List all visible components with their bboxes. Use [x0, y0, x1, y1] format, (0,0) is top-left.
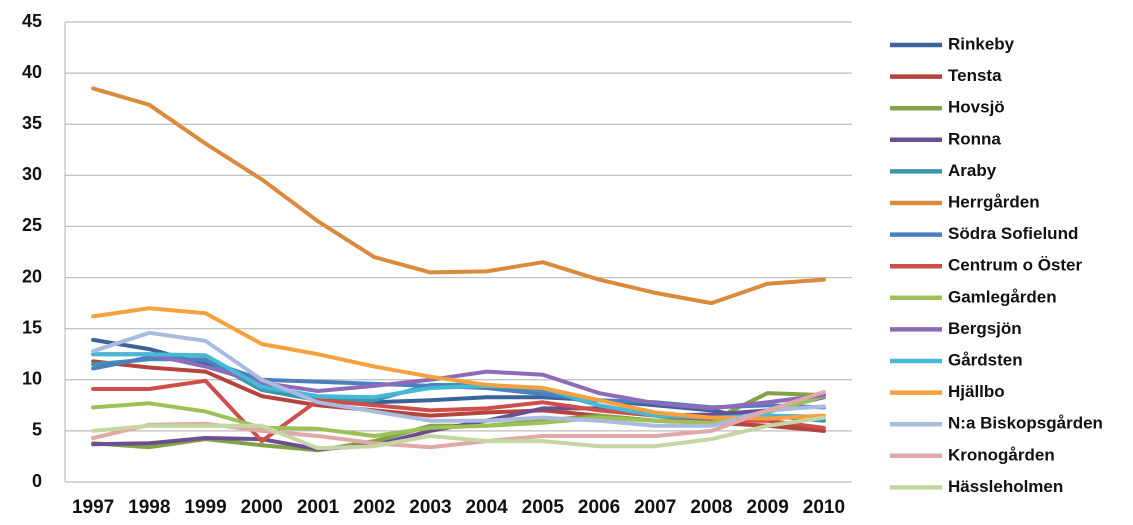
- series-line: [91, 352, 826, 411]
- legend-label: Centrum o Öster: [948, 256, 1083, 275]
- x-tick-label: 1999: [184, 497, 226, 518]
- y-tick-label: 10: [22, 369, 42, 389]
- y-tick-label: 20: [22, 266, 42, 286]
- x-tick-label: 2001: [297, 497, 340, 518]
- legend-label: Ronna: [948, 129, 1001, 148]
- series-line: [91, 330, 826, 428]
- series-line: [91, 394, 826, 438]
- x-tick-label: 2005: [522, 497, 565, 518]
- x-tick-label: 2003: [409, 497, 451, 518]
- y-tick-label: 40: [22, 62, 42, 82]
- legend-label: Kronogården: [948, 445, 1055, 464]
- x-tick-label: 2008: [690, 497, 732, 518]
- legend-label: Tensta: [948, 66, 1002, 85]
- legend-label: Södra Sofielund: [948, 224, 1078, 243]
- y-tick-label: 25: [22, 215, 42, 235]
- legend-label: Hässleholmen: [948, 477, 1063, 496]
- series-line: [91, 86, 826, 306]
- x-tick-label: 2010: [803, 497, 845, 518]
- x-tick-label: 2004: [465, 497, 508, 518]
- legend-label: Araby: [948, 161, 997, 180]
- x-tick-label: 2002: [353, 497, 395, 518]
- legend-label: Gårdsten: [948, 350, 1023, 369]
- legend-label: N:a Biskopsgården: [948, 414, 1103, 433]
- x-tick-label: 2000: [241, 497, 283, 518]
- series-line: [91, 415, 826, 451]
- legend-label: Hovsjö: [948, 98, 1005, 117]
- legend-label: Hjällbo: [948, 382, 1005, 401]
- y-tick-label: 5: [32, 420, 42, 440]
- y-tick-label: 15: [22, 317, 42, 337]
- legend-label: Herrgården: [948, 192, 1040, 211]
- series-line: [91, 306, 826, 421]
- legend-label: Rinkeby: [948, 34, 1015, 53]
- y-tick-label: 30: [22, 164, 42, 184]
- y-tick-label: 45: [22, 11, 42, 31]
- legend-label: Gamlegården: [948, 287, 1057, 306]
- x-tick-label: 1998: [128, 497, 170, 518]
- y-tick-label: 0: [32, 471, 42, 491]
- x-tick-label: 2009: [747, 497, 789, 518]
- x-tick-label: 2006: [578, 497, 620, 518]
- legend-label: Bergsjön: [948, 319, 1022, 338]
- x-tick-label: 2007: [634, 497, 676, 518]
- series-line: [91, 378, 826, 444]
- y-tick-label: 35: [22, 113, 42, 133]
- x-tick-label: 1997: [72, 497, 114, 518]
